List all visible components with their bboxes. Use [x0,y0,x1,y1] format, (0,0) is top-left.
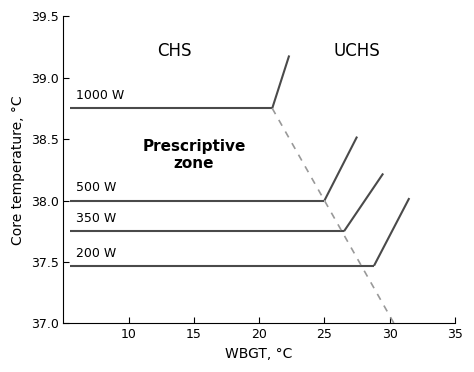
Text: Prescriptive
zone: Prescriptive zone [142,139,246,171]
Text: 1000 W: 1000 W [76,89,125,102]
X-axis label: WBGT, °C: WBGT, °C [226,347,293,361]
Text: 500 W: 500 W [76,182,117,195]
Text: CHS: CHS [157,42,191,60]
Y-axis label: Core temperature, °C: Core temperature, °C [11,95,25,245]
Text: 200 W: 200 W [76,247,117,260]
Text: UCHS: UCHS [334,42,381,60]
Text: 350 W: 350 W [76,212,117,225]
